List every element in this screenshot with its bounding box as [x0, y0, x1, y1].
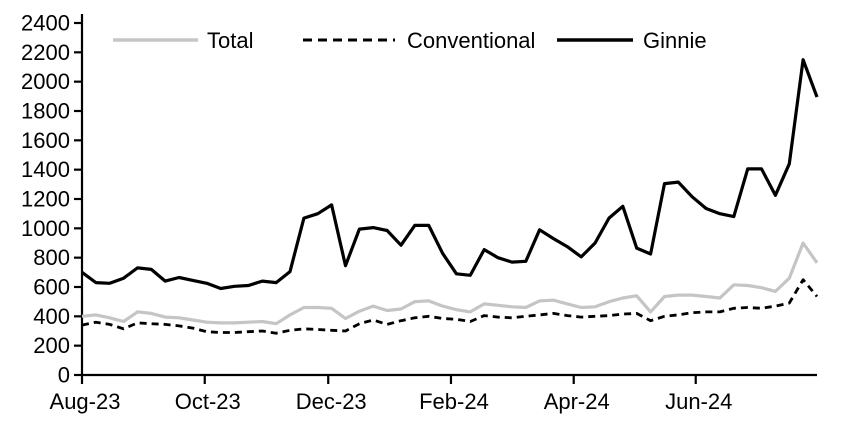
y-axis-tick-label: 1600 — [21, 128, 70, 153]
x-axis-tick-label: Jun-24 — [665, 389, 732, 414]
y-axis-tick-label: 0 — [58, 363, 70, 388]
legend: Total Conventional Ginnie — [113, 28, 707, 53]
series-line-total — [81, 241, 819, 326]
y-axis-tick-label: 2400 — [21, 11, 70, 36]
y-axis-tick-label: 600 — [33, 275, 70, 300]
y-axis-tick-label: 1800 — [21, 99, 70, 124]
x-axis: Aug-23 Oct-23 Dec-23 Feb-24 Apr-24 Jun-24 — [50, 373, 817, 414]
y-axis-tick-label: 800 — [33, 245, 70, 270]
y-axis-tick-label: 2000 — [21, 69, 70, 94]
x-axis-tick-label: Oct-23 — [175, 389, 241, 414]
x-axis-tick-label: Apr-24 — [544, 389, 610, 414]
y-axis-tick-label: 400 — [33, 304, 70, 329]
y-axis-tick-label: 1000 — [21, 216, 70, 241]
series-lines — [81, 58, 819, 335]
legend-label-conventional: Conventional — [407, 28, 535, 53]
y-axis-tick-label: 2200 — [21, 40, 70, 65]
y-axis-tick-label: 200 — [33, 333, 70, 358]
x-axis-tick-label: Aug-23 — [50, 389, 121, 414]
series-line-conventional — [81, 278, 819, 335]
y-axis-tick-label: 1200 — [21, 187, 70, 212]
x-axis-tick-label: Feb-24 — [419, 389, 489, 414]
y-axis-tick-label: 1400 — [21, 157, 70, 182]
x-axis-tick-label: Dec-23 — [296, 389, 367, 414]
y-axis: 0 200 400 600 800 1000 1200 1400 1600 1800 2000 220… — [21, 11, 84, 388]
legend-label-total: Total — [207, 28, 253, 53]
legend-label-ginnie: Ginnie — [643, 28, 707, 53]
series-line-ginnie — [81, 58, 819, 291]
